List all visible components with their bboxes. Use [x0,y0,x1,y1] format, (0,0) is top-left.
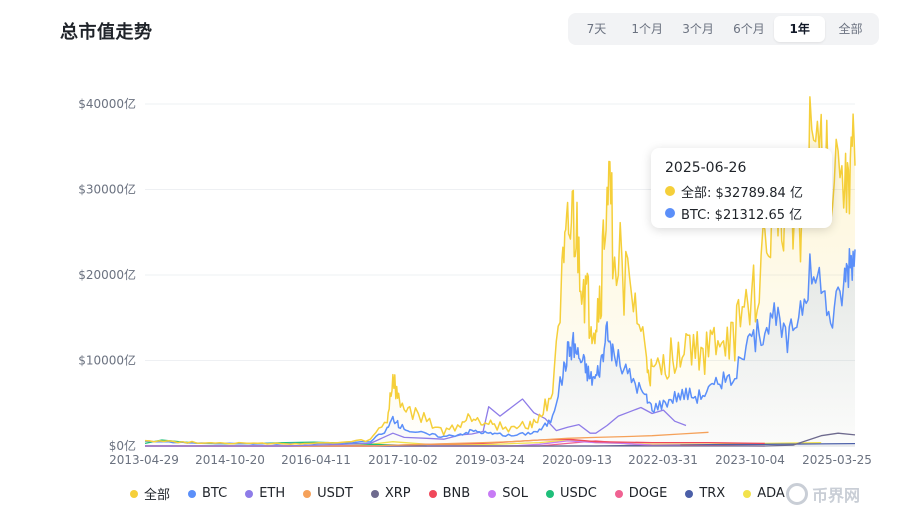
y-tick-label: $40000亿 [78,96,136,111]
y-tick-label: $30000亿 [78,182,136,197]
series-line-eth [145,398,687,447]
legend-label: BTC [202,486,228,501]
y-tick-label: $0亿 [109,438,136,453]
tooltip-value: BTC: $21312.65 亿 [681,207,803,223]
range-button-0[interactable]: 7天 [586,22,607,36]
legend-label: USDT [317,486,353,501]
y-tick-label: $20000亿 [78,267,136,282]
legend-item-sol[interactable]: SOL [488,486,528,501]
legend-dot [303,489,312,498]
tooltip-row: 全部: $32789.84 亿 [665,180,818,202]
page-title: 总市值走势 [60,22,153,43]
legend-dot [130,489,138,498]
chart-tooltip: 2025-06-26 全部: $32789.84 亿 BTC: $21312.65… [651,148,832,228]
legend-item-trx[interactable]: TRX [685,486,725,501]
legend-dot [488,489,497,498]
range-button-4[interactable]: 1年 [774,16,826,42]
watermark-text: 币界网 [812,486,861,505]
legend-dot [370,489,379,498]
tooltip-row: BTC: $21312.65 亿 [665,202,818,224]
x-tick-label: 2025-03-25 [802,453,872,467]
x-tick-label: 2013-04-29 [109,453,179,467]
series-color-dot [665,186,675,196]
x-tick-label: 2017-10-02 [368,453,438,467]
legend-item-ada[interactable]: ADA [743,486,785,501]
legend-dot [545,489,554,498]
logo-icon [786,483,808,505]
legend-dot [428,489,437,498]
range-button-2[interactable]: 3个月 [682,22,714,36]
y-tick-label: $10000亿 [78,353,136,368]
tooltip-date: 2025-06-26 [665,160,747,176]
legend-dot [188,489,197,498]
legend-item-usdc[interactable]: USDC [545,486,597,501]
legend-label: ADA [757,486,785,501]
series-color-dot [665,208,675,218]
legend-item-doge[interactable]: DOGE [614,486,668,501]
watermark-logo: 币界网 [786,482,860,506]
legend-item-bnb[interactable]: BNB [428,486,471,501]
legend-item-xrp[interactable]: XRP [370,486,411,501]
legend-label: XRP [384,486,411,501]
x-tick-label: 2020-09-13 [542,453,612,467]
x-tick-label: 2022-03-31 [628,453,698,467]
x-tick-label: 2023-10-04 [715,453,785,467]
legend-dot [245,489,254,498]
range-button-5[interactable]: 全部 [838,22,863,36]
legend-label: BNB [442,486,471,501]
range-button-3[interactable]: 6个月 [733,22,765,36]
chart-legend: 全部 BTC ETH USDT XRP BNB SOL USDC DOGE TRX ADA [130,484,803,503]
market-cap-chart: $0亿 $10000亿 $20000亿 $30000亿 $40000亿 2013-04-… [78,96,872,467]
series-line-xrp [145,432,856,447]
range-button-1[interactable]: 1个月 [631,22,664,36]
x-tick-label: 2019-03-24 [455,453,525,467]
x-tick-label: 2014-10-20 [195,453,265,467]
legend-dot [685,489,694,498]
legend-item-usdt[interactable]: USDT [303,486,353,501]
legend-label: USDC [559,486,597,501]
legend-item-全部[interactable]: 全部 [130,484,170,503]
legend-dot [614,489,623,498]
legend-item-eth[interactable]: ETH [245,486,285,501]
legend-dot [743,489,752,498]
legend-label: DOGE [628,486,668,501]
legend-label: ETH [259,486,286,501]
series-line-usdt [145,431,709,447]
time-range-selector: 7天 1个月 3个月 6个月 1年 全部 [568,13,879,45]
legend-item-btc[interactable]: BTC [188,486,227,501]
x-tick-label: 2016-04-11 [281,453,351,467]
legend-label: 全部 [144,488,171,503]
tooltip-value: 全部: $32789.84 亿 [681,185,803,201]
legend-label: TRX [699,486,726,501]
legend-label: SOL [502,486,528,501]
series-line-btc [145,247,856,445]
